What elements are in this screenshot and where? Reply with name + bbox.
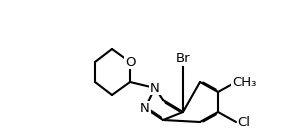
Text: N: N — [140, 102, 150, 115]
Text: O: O — [125, 55, 135, 68]
Text: CH₃: CH₃ — [232, 75, 256, 88]
Text: Cl: Cl — [238, 116, 250, 128]
Text: Br: Br — [176, 52, 190, 66]
Text: N: N — [150, 82, 160, 95]
